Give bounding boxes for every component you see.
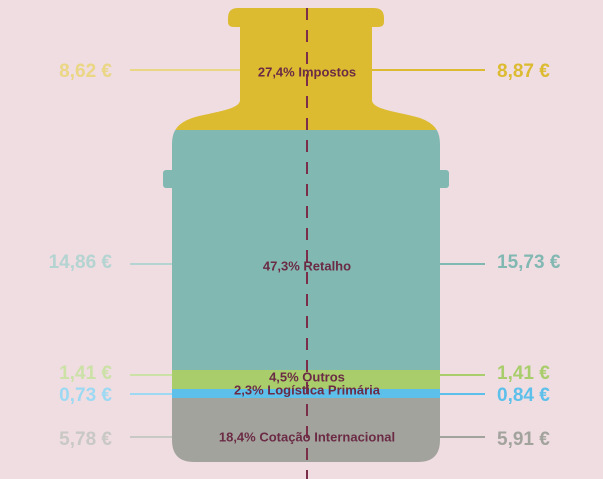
segment <box>172 370 440 389</box>
segment-label: 18,4% Cotação Internacional <box>219 429 395 444</box>
segment-label: 47,3% Retalho <box>263 258 351 273</box>
left-value: 8,62 € <box>59 61 112 82</box>
left-value: 0,73 € <box>59 385 112 406</box>
segment-label: 4,5% Outros <box>269 369 345 384</box>
right-value: 8,87 € <box>497 61 550 82</box>
right-value: 1,41 € <box>497 363 550 384</box>
right-value: 15,73 € <box>497 252 561 273</box>
labels: 8,62 €8,87 €14,86 €15,73 €1,41 €1,41 €0,… <box>49 61 561 450</box>
segment-labels: 27,4% Impostos 47,3% Retalho 4,5% Outros2,… <box>219 64 395 444</box>
segment-label: 27,4% Impostos <box>258 64 356 79</box>
right-value: 0,84 € <box>497 385 550 406</box>
segment-label: 2,3% Logística Primária <box>234 382 381 397</box>
right-value: 5,91 € <box>497 429 550 450</box>
left-value: 14,86 € <box>49 252 113 273</box>
left-value: 1,41 € <box>59 363 112 384</box>
segment <box>172 130 440 370</box>
left-value: 5,78 € <box>59 429 112 450</box>
